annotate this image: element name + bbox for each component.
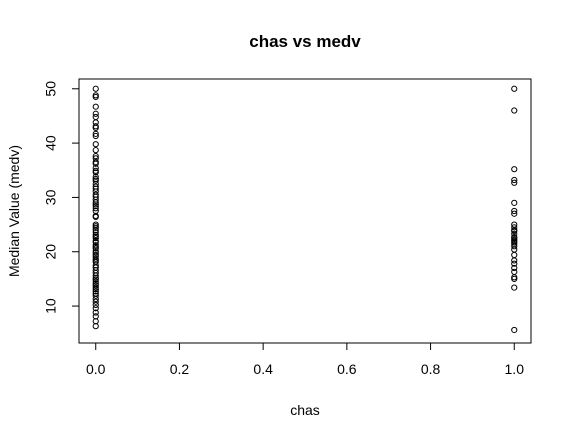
point [92, 305, 99, 312]
point [511, 85, 518, 92]
y-tick-label: 10 [43, 298, 59, 314]
point [92, 249, 99, 256]
point [92, 169, 99, 176]
point [92, 147, 99, 154]
point [92, 301, 99, 309]
point [511, 257, 518, 264]
point [92, 309, 99, 316]
point [511, 235, 518, 242]
point [92, 282, 99, 289]
point [92, 298, 99, 305]
chart-title: chas vs medv [249, 32, 361, 51]
point [92, 132, 99, 140]
point [92, 286, 99, 293]
y-tick-label: 20 [43, 244, 59, 260]
point [511, 230, 518, 237]
point [92, 185, 99, 192]
point [92, 110, 99, 117]
x-tick-label: 0.8 [421, 361, 441, 377]
x-axis-label: chas [290, 402, 320, 418]
point [92, 276, 99, 283]
point [92, 224, 99, 231]
point [92, 130, 99, 137]
point [511, 326, 518, 334]
point [511, 179, 518, 186]
point [92, 85, 99, 92]
point [92, 93, 99, 101]
point [511, 284, 518, 291]
point [92, 199, 99, 206]
point [92, 239, 99, 246]
point [92, 173, 99, 180]
x-tick-label: 0.0 [86, 361, 106, 377]
x-tick-label: 0.2 [170, 361, 190, 377]
x-tick-label: 0.4 [253, 361, 273, 377]
point [92, 245, 99, 252]
point [92, 177, 99, 184]
point [511, 176, 518, 184]
y-tick-label: 30 [43, 189, 59, 205]
point [92, 278, 99, 285]
point [92, 124, 99, 131]
point [92, 288, 99, 295]
point [511, 275, 518, 283]
point [92, 229, 99, 236]
point [92, 205, 99, 212]
point [92, 141, 99, 148]
point [92, 292, 99, 299]
point [511, 210, 518, 217]
point [92, 295, 99, 303]
point [511, 260, 518, 267]
point [92, 164, 99, 172]
point [511, 264, 518, 272]
point [92, 235, 99, 242]
point [92, 153, 99, 160]
plot-frame [78, 78, 532, 344]
y-axis-label: Median Value (medv) [6, 145, 22, 277]
point [511, 207, 518, 215]
point [511, 107, 518, 114]
point [92, 272, 99, 279]
point [511, 166, 518, 173]
point [511, 243, 518, 250]
point [92, 213, 99, 221]
point [511, 227, 518, 235]
y-tick-label: 40 [43, 135, 59, 151]
point [511, 224, 518, 231]
point [92, 160, 99, 167]
y-tick-label: 50 [43, 81, 59, 97]
x-tick-label: 0.6 [337, 361, 357, 377]
x-tick-label: 1.0 [505, 361, 525, 377]
point [92, 323, 99, 330]
point [92, 103, 99, 110]
point [511, 199, 518, 206]
